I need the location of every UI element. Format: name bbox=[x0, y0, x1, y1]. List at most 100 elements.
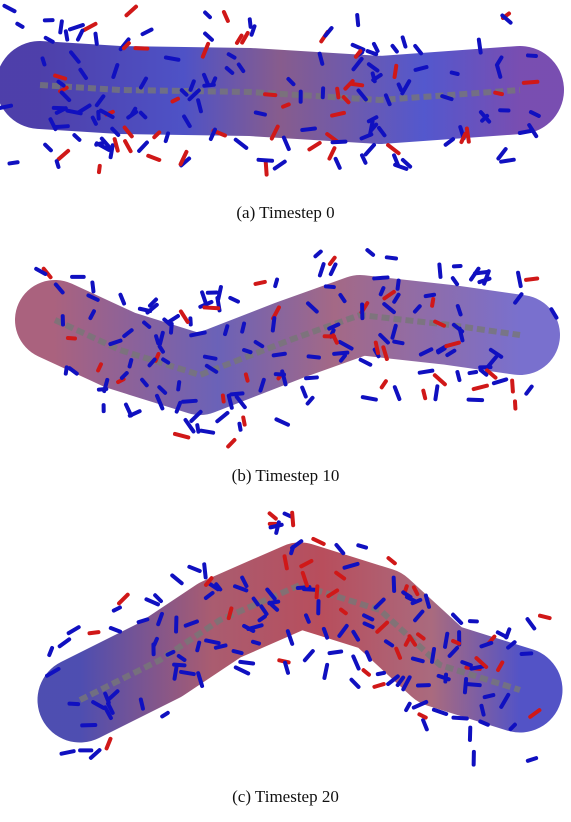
water-stick bbox=[250, 639, 262, 646]
water-stick bbox=[94, 141, 111, 152]
water-stick bbox=[411, 700, 429, 710]
water-stick bbox=[372, 682, 386, 689]
water-stick bbox=[274, 520, 281, 535]
water-stick bbox=[351, 629, 361, 642]
water-stick bbox=[451, 322, 465, 334]
water-stick bbox=[421, 388, 428, 401]
water-stick bbox=[430, 297, 436, 308]
water-stick bbox=[232, 584, 249, 593]
water-stick bbox=[290, 510, 296, 528]
water-stick bbox=[15, 21, 25, 29]
water-stick bbox=[144, 597, 160, 607]
water-stick bbox=[281, 135, 291, 152]
water-stick bbox=[107, 689, 120, 701]
water-stick bbox=[86, 293, 100, 302]
water-stick bbox=[322, 662, 330, 680]
water-stick bbox=[359, 153, 368, 165]
water-stick bbox=[323, 26, 334, 38]
water-stick bbox=[196, 98, 203, 114]
water-stick bbox=[500, 13, 513, 25]
water-stick bbox=[471, 383, 489, 392]
water-stick bbox=[67, 701, 81, 707]
water-stick bbox=[400, 157, 413, 169]
water-stick bbox=[337, 623, 349, 638]
water-stick bbox=[180, 398, 198, 404]
water-stick bbox=[334, 570, 347, 581]
water-stick bbox=[396, 82, 404, 93]
water-stick bbox=[431, 707, 449, 716]
water-stick bbox=[63, 365, 69, 376]
water-stick bbox=[478, 719, 490, 727]
water-stick bbox=[76, 103, 92, 115]
water-stick bbox=[34, 266, 48, 276]
water-stick bbox=[269, 124, 280, 141]
water-stick bbox=[140, 27, 154, 37]
water-stick bbox=[138, 697, 145, 711]
water-stick bbox=[163, 55, 181, 62]
water-stick bbox=[463, 681, 482, 688]
water-stick bbox=[111, 63, 120, 79]
water-stick bbox=[410, 656, 425, 664]
water-stick bbox=[103, 705, 113, 721]
water-stick bbox=[249, 24, 257, 37]
water-stick bbox=[493, 90, 504, 97]
water-stick bbox=[140, 377, 149, 388]
water-stick bbox=[182, 114, 192, 129]
water-stick bbox=[154, 334, 161, 346]
water-stick bbox=[364, 650, 372, 662]
water-stick bbox=[56, 148, 71, 162]
water-stick bbox=[127, 409, 142, 418]
water-stick bbox=[330, 139, 348, 145]
water-stick bbox=[378, 332, 390, 345]
water-stick bbox=[323, 284, 336, 290]
water-stick bbox=[236, 62, 246, 74]
water-stick bbox=[2, 3, 17, 14]
water-stick bbox=[237, 421, 243, 432]
water-stick bbox=[123, 139, 133, 154]
water-stick bbox=[375, 670, 387, 677]
water-stick bbox=[75, 28, 85, 42]
water-stick bbox=[300, 385, 308, 399]
water-stick bbox=[0, 103, 14, 110]
water-stick bbox=[289, 544, 296, 556]
water-stick bbox=[479, 703, 486, 717]
water-stick bbox=[348, 81, 365, 88]
water-stick bbox=[202, 305, 221, 311]
water-stick bbox=[118, 292, 127, 306]
water-stick bbox=[152, 636, 159, 647]
water-stick bbox=[351, 56, 364, 72]
water-stick bbox=[156, 611, 164, 627]
backbone bbox=[78, 581, 521, 703]
water-stick bbox=[93, 31, 99, 46]
water-stick bbox=[488, 347, 504, 359]
water-stick bbox=[342, 561, 360, 570]
water-stick bbox=[221, 10, 230, 23]
water-stick bbox=[300, 570, 309, 588]
water-stick bbox=[283, 660, 291, 675]
water-stick bbox=[204, 363, 219, 374]
water-stick bbox=[179, 669, 196, 677]
water-stick bbox=[234, 33, 244, 45]
water-stick bbox=[413, 609, 425, 623]
water-stick bbox=[96, 163, 102, 175]
water-stick bbox=[506, 640, 517, 650]
water-stick bbox=[106, 701, 115, 715]
water-stick bbox=[228, 295, 240, 304]
water-stick bbox=[451, 612, 464, 625]
water-stick bbox=[464, 126, 471, 144]
water-stick bbox=[187, 88, 201, 102]
water-stick bbox=[527, 123, 539, 139]
water-stick bbox=[45, 666, 61, 678]
water-stick bbox=[117, 592, 130, 606]
water-stick bbox=[377, 126, 387, 138]
water-stick bbox=[199, 428, 216, 435]
water-stick bbox=[138, 110, 148, 120]
water-stick bbox=[516, 270, 523, 289]
water-stick bbox=[147, 357, 157, 368]
water-stick bbox=[273, 372, 287, 377]
water-stick bbox=[238, 659, 256, 666]
water-stick bbox=[226, 606, 234, 621]
water-stick bbox=[234, 394, 247, 410]
water-stick bbox=[147, 297, 159, 308]
